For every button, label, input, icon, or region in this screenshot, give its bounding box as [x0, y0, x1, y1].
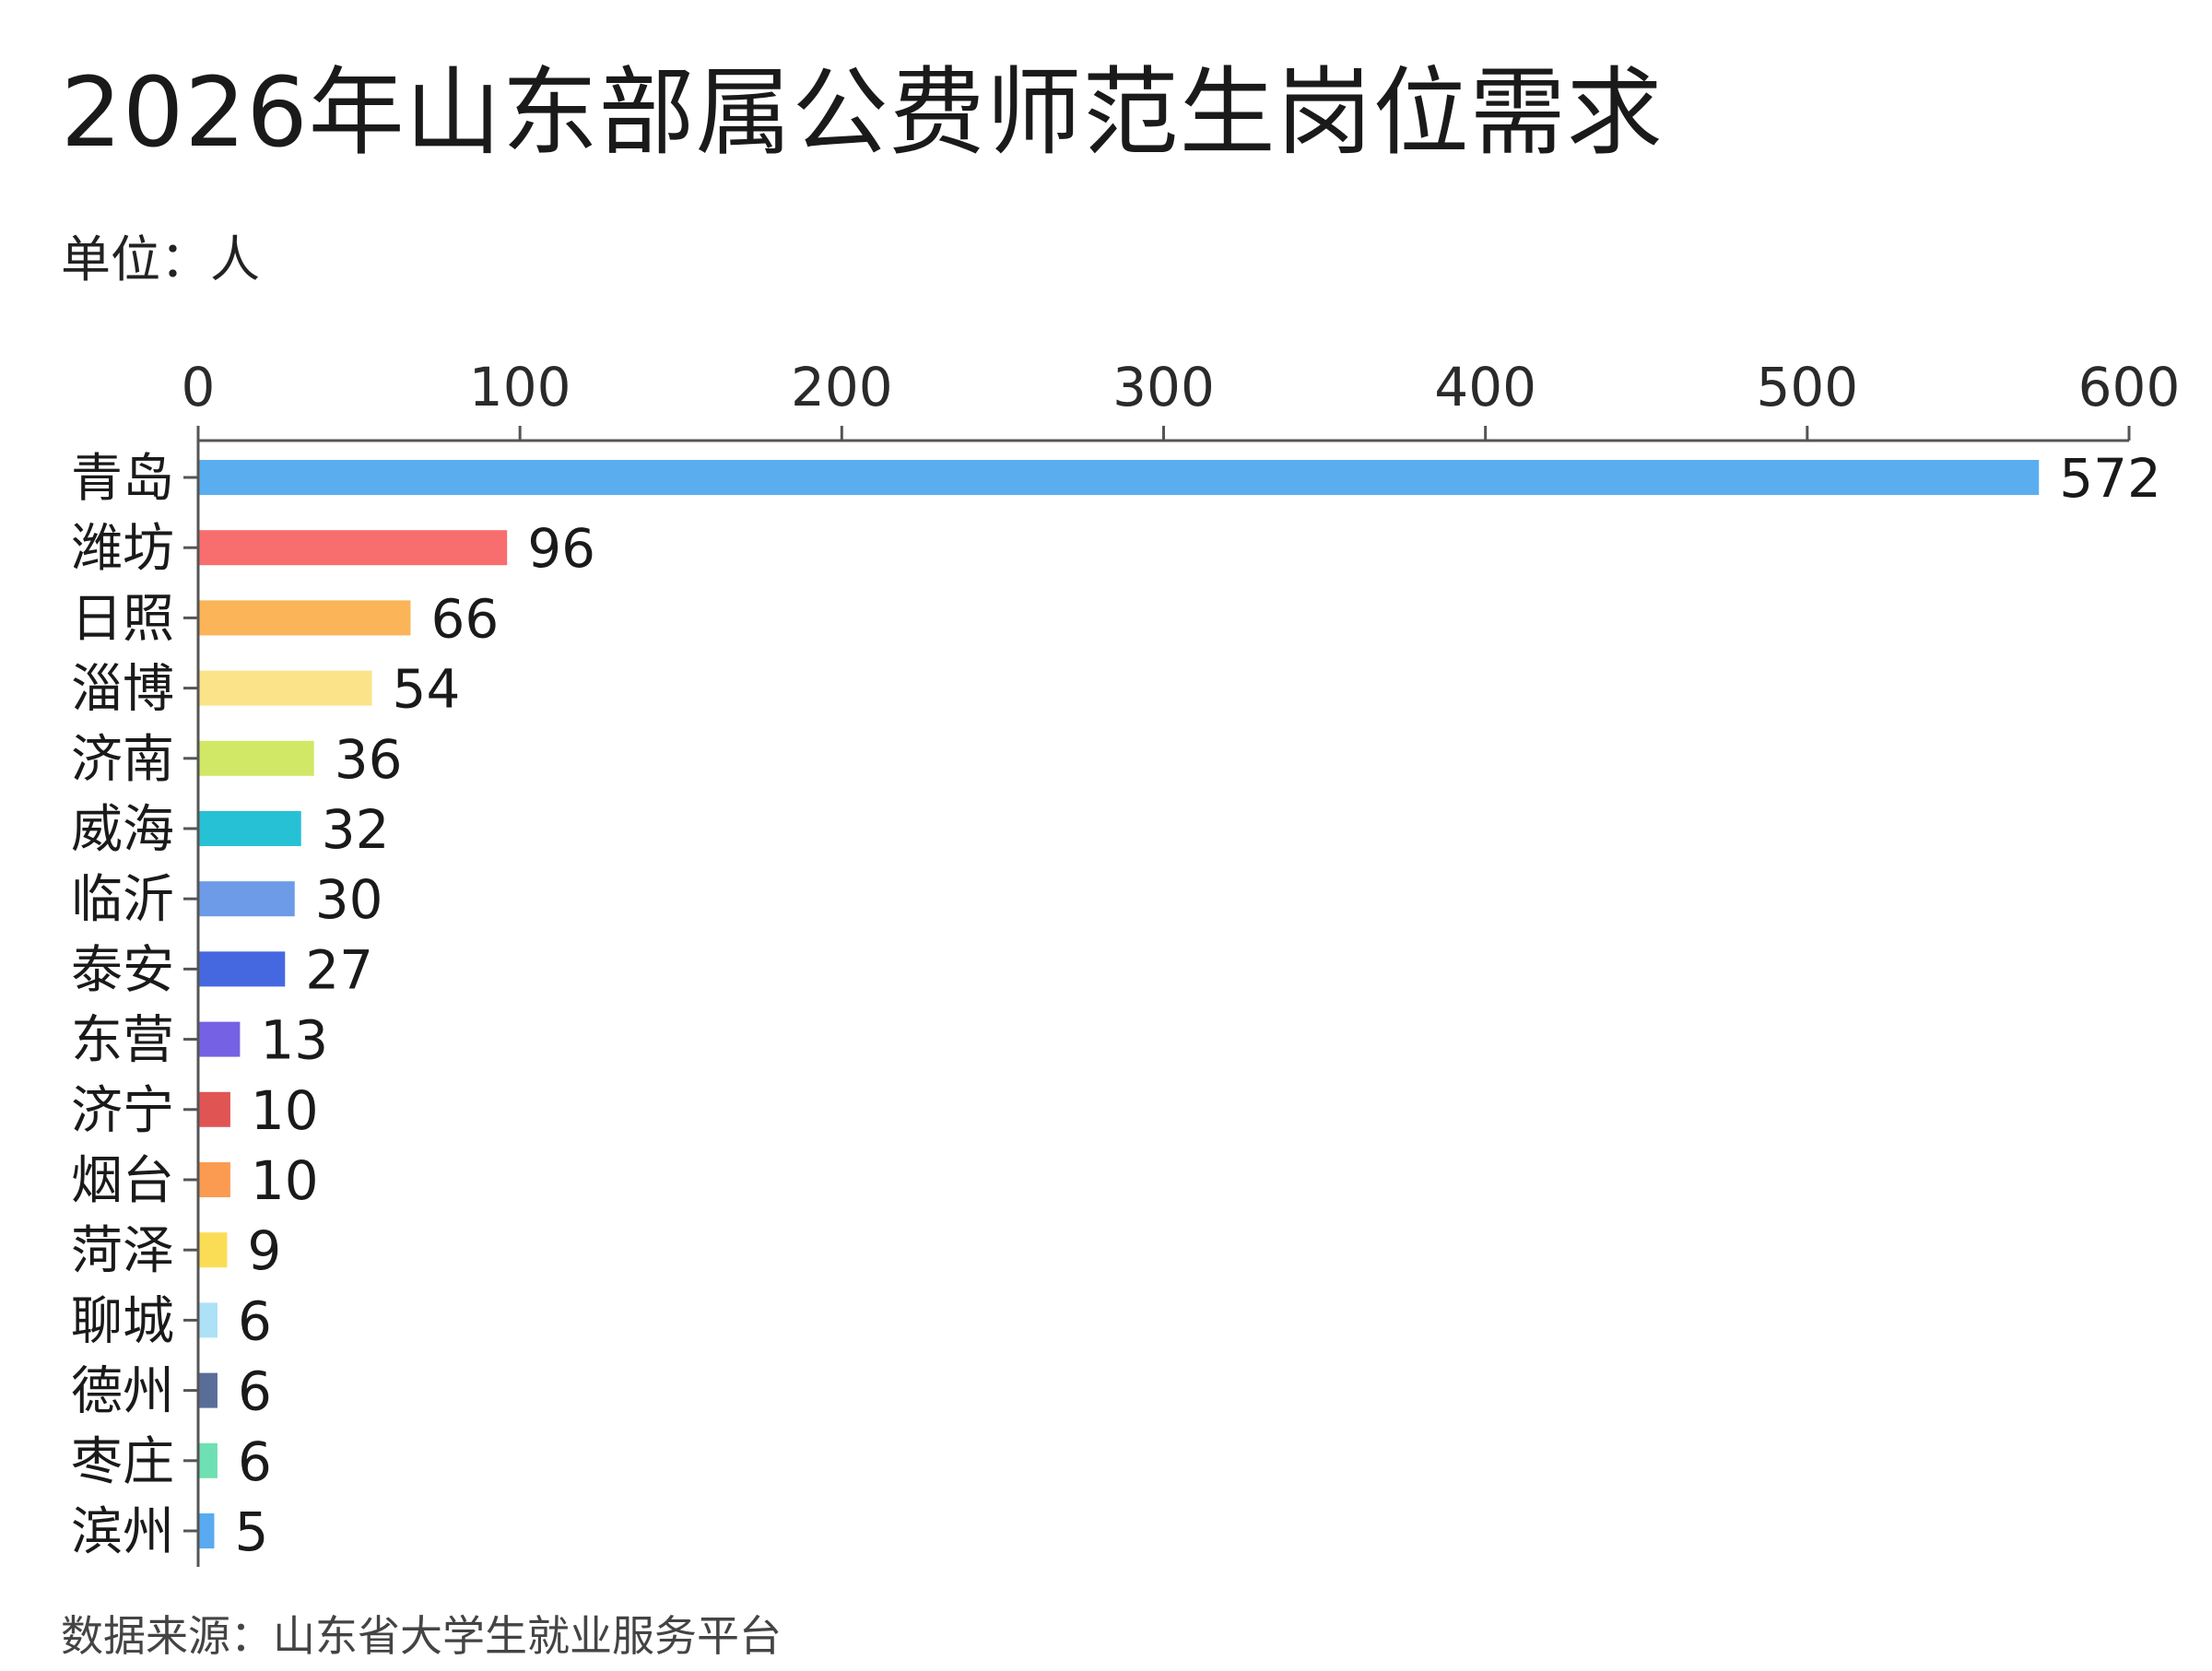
bar: [199, 1162, 230, 1197]
bar: [199, 530, 508, 566]
x-tick-label: 400: [1434, 356, 1536, 418]
category-label: 威海: [71, 800, 174, 860]
data-label: 96: [527, 517, 595, 580]
category-label: 泰安: [71, 940, 174, 1000]
data-label: 30: [315, 868, 383, 931]
category-label: 济南: [71, 730, 174, 790]
category-label: 东营: [71, 1011, 174, 1071]
bar: [199, 1021, 241, 1057]
x-tick-label: 500: [1756, 356, 1858, 418]
category-label: 日照: [71, 589, 174, 649]
chart-unit-label: 单位：人: [61, 230, 260, 288]
data-label: 5: [234, 1500, 268, 1563]
data-label: 6: [238, 1289, 272, 1352]
category-label: 潍坊: [71, 519, 174, 579]
bar: [199, 811, 301, 846]
category-label: 聊城: [71, 1291, 174, 1351]
data-label: 36: [335, 728, 403, 791]
category-label: 枣庄: [71, 1432, 174, 1492]
data-label: 10: [251, 1079, 319, 1142]
category-label: 青岛: [71, 449, 174, 509]
bar: [199, 1513, 215, 1548]
bar: [199, 881, 295, 917]
data-label: 54: [393, 658, 461, 721]
chart-title: 2026年山东部属公费师范生岗位需求: [61, 56, 1664, 169]
chart-bars: [199, 460, 2040, 1548]
data-label: 27: [305, 938, 373, 1001]
data-label: 10: [251, 1149, 319, 1212]
category-label: 滨州: [71, 1502, 174, 1562]
category-label: 菏泽: [71, 1221, 174, 1281]
data-label: 572: [2059, 447, 2161, 510]
data-label: 6: [238, 1430, 272, 1493]
bar: [199, 740, 314, 776]
bar: [199, 1442, 218, 1478]
x-tick-label: 100: [469, 356, 571, 418]
category-label: 淄博: [71, 660, 174, 720]
bar: [199, 1302, 218, 1338]
category-label: 临沂: [71, 870, 174, 930]
bar: [199, 951, 286, 987]
data-source-note: 数据来源：山东省大学生就业服务平台: [61, 1611, 782, 1661]
x-tick-label: 0: [182, 356, 216, 418]
bar: [199, 1372, 218, 1408]
bar: [199, 600, 411, 636]
bar: [199, 460, 2040, 495]
data-label: 66: [430, 587, 499, 650]
category-label: 济宁: [71, 1081, 174, 1141]
x-tick-label: 300: [1112, 356, 1215, 418]
data-label: 13: [260, 1009, 328, 1072]
bar: [199, 670, 372, 706]
data-label: 9: [247, 1219, 281, 1282]
data-label: 32: [322, 798, 390, 861]
chart-axes: 0 100 200 300 400 500 600: [182, 356, 2181, 1567]
x-tick-label: 600: [2078, 356, 2181, 418]
x-tick-label: 200: [791, 356, 893, 418]
category-label: 烟台: [71, 1151, 174, 1211]
category-label: 德州: [71, 1362, 174, 1422]
data-label: 6: [238, 1360, 272, 1423]
bar: [199, 1232, 228, 1268]
bar: [199, 1091, 230, 1127]
